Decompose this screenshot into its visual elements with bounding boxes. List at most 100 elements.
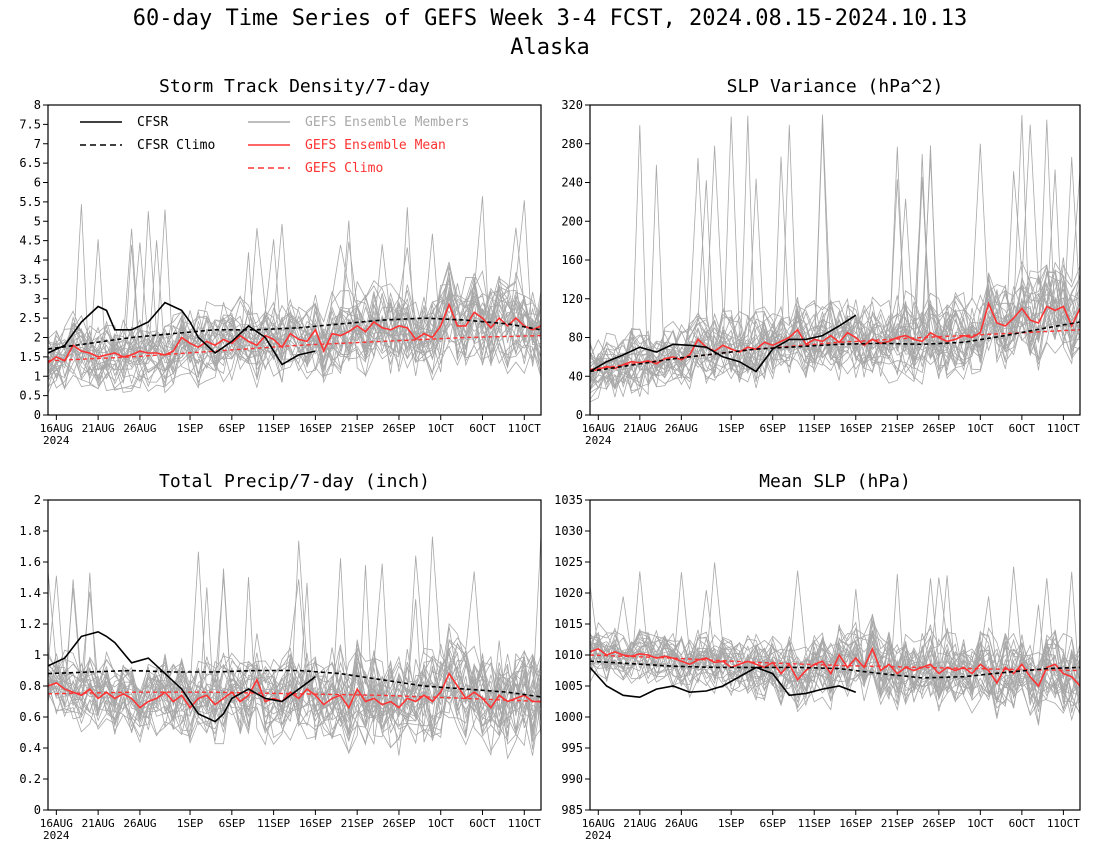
plot-area (590, 562, 1080, 726)
y-tick-label: 6 (34, 176, 41, 190)
x-tick-label: 6OCT (1009, 817, 1036, 830)
x-tick-label: 16SEP (299, 422, 332, 435)
y-tick-label: 8 (34, 98, 41, 112)
y-tick-label: 0.6 (19, 710, 41, 724)
x-tick-label: 26SEP (382, 422, 415, 435)
y-tick-label: 1000 (554, 710, 583, 724)
legend-label: GEFS Ensemble Mean (305, 138, 446, 153)
x-tick-label: 21SEP (881, 817, 914, 830)
y-tick-label: 0 (34, 803, 41, 817)
x-year-label: 2024 (43, 829, 70, 842)
ensemble-member-line (590, 635, 1080, 715)
y-tick-label: 1.4 (19, 586, 41, 600)
y-tick-label: 3 (34, 292, 41, 306)
gefs-mean-line (590, 646, 1080, 688)
ensemble-member-line (48, 277, 541, 383)
x-tick-label: 1OCT (967, 817, 994, 830)
y-tick-label: 0 (576, 408, 583, 422)
x-tick-label: 11OCT (508, 422, 541, 435)
x-tick-label: 1SEP (177, 817, 204, 830)
ensemble-member-line (590, 261, 1080, 370)
x-tick-label: 26SEP (922, 817, 955, 830)
y-tick-label: 0.2 (19, 772, 41, 786)
x-tick-label: 11SEP (257, 817, 290, 830)
y-tick-label: 1.2 (19, 617, 41, 631)
ensemble-member-line (590, 571, 1080, 696)
x-tick-label: 16AUG (40, 817, 73, 830)
y-tick-label: 80 (569, 331, 583, 345)
ensemble-member-line (48, 577, 541, 760)
legend-label: CFSR (137, 115, 168, 130)
chart-panel-3: Total Precip/7-day (inch)00.20.40.60.811… (19, 471, 542, 842)
ensemble-member-line (48, 272, 541, 372)
ensemble-member-line (48, 303, 541, 383)
x-tick-label: 26SEP (382, 817, 415, 830)
x-tick-label: 11SEP (798, 422, 831, 435)
y-tick-label: 985 (561, 803, 583, 817)
plot-area (590, 114, 1080, 403)
y-tick-label: 4 (34, 253, 41, 267)
ensemble-member-line (48, 563, 541, 730)
plot-area (48, 196, 541, 394)
x-tick-label: 26AUG (123, 817, 156, 830)
chart-title: Mean SLP (hPa) (759, 471, 911, 492)
legend: CFSR CFSR Climo GEFS Ensemble Members GEFS … (80, 115, 469, 176)
x-tick-label: 6SEP (219, 422, 246, 435)
ensemble-member-line (590, 178, 1080, 383)
x-year-label: 2024 (585, 434, 612, 447)
chart-panel-1: Storm Track Density/7-day 0 0.5 1 1.5 2 2.5 3 3.… (19, 76, 542, 447)
y-tick-label: 4.5 (19, 234, 41, 248)
cfsr-climo-line (48, 317, 541, 350)
x-tick-label: 26SEP (922, 422, 955, 435)
x-tick-label: 6OCT (469, 422, 496, 435)
y-tick-label: 995 (561, 741, 583, 755)
x-tick-label: 6SEP (759, 817, 786, 830)
cfsr-line (48, 301, 316, 366)
cfsr-line (590, 314, 857, 373)
y-tick-label: 0.4 (19, 741, 41, 755)
y-tick-label: 1025 (554, 555, 583, 569)
y-tick-label: 120 (561, 292, 583, 306)
cfsr-climo-line (590, 660, 1080, 679)
chart-title: SLP Variance (hPa^2) (727, 76, 944, 97)
x-tick-label: 16AUG (582, 817, 615, 830)
figure-title-line2: Alaska (510, 35, 590, 60)
x-tick-label: 21SEP (341, 817, 374, 830)
y-tick-label: 2 (34, 493, 41, 507)
x-tick-label: 21AUG (623, 422, 656, 435)
x-tick-label: 6SEP (759, 422, 786, 435)
y-tick-label: 1005 (554, 679, 583, 693)
x-tick-label: 1OCT (427, 817, 454, 830)
x-tick-label: 26AUG (665, 422, 698, 435)
cfsr-line (590, 666, 857, 699)
x-tick-label: 16SEP (839, 817, 872, 830)
ensemble-member-line (48, 534, 541, 742)
y-tick-label: 1020 (554, 586, 583, 600)
y-tick-label: 1010 (554, 648, 583, 662)
ensemble-member-line (590, 180, 1080, 372)
x-tick-label: 1SEP (718, 422, 745, 435)
ensemble-member-line (590, 589, 1080, 704)
y-tick-label: 1.8 (19, 524, 41, 538)
x-tick-label: 6OCT (469, 817, 496, 830)
gefs-climo-line (590, 654, 1080, 672)
y-tick-label: 3.5 (19, 272, 41, 286)
y-tick-label: 0.8 (19, 679, 41, 693)
y-tick-label: 1.5 (19, 350, 41, 364)
x-tick-label: 21AUG (623, 817, 656, 830)
gefs-mean-line (48, 302, 541, 364)
y-tick-label: 0 (34, 408, 41, 422)
y-tick-label: 1030 (554, 524, 583, 538)
x-tick-label: 21SEP (881, 422, 914, 435)
chart-title: Storm Track Density/7-day (159, 76, 430, 97)
y-tick-label: 40 (569, 369, 583, 383)
y-tick-label: 1 (34, 369, 41, 383)
y-tick-label: 7.5 (19, 117, 41, 131)
y-tick-label: 990 (561, 772, 583, 786)
x-tick-label: 21AUG (82, 817, 115, 830)
ensemble-member-line (48, 228, 541, 379)
x-tick-label: 11OCT (508, 817, 541, 830)
ensemble-member-line (48, 588, 541, 722)
ensemble-member-line (48, 286, 541, 379)
